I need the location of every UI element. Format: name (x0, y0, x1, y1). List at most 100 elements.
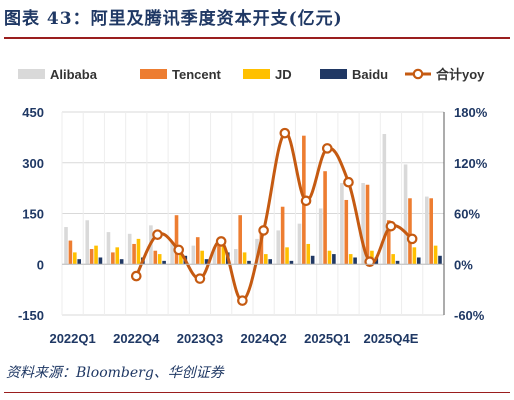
legend-label: Alibaba (50, 67, 98, 82)
bar-tencent-2026Q1E (408, 198, 412, 265)
bar-alibaba-2025Q4E (382, 133, 387, 265)
yoy-point-2024Q3 (279, 127, 291, 139)
legend-item-baidu: Baidu (320, 67, 388, 82)
combo-chart: Alibaba Tencent JD Baidu 合计yoy -150 0 150 300 45… (18, 67, 488, 346)
bar-tencent-2022Q2 (89, 249, 94, 265)
x-tick-label: 2022Q4 (113, 331, 160, 346)
bar-jd-2024Q3 (285, 247, 289, 265)
bar-baidu-2024Q1 (247, 260, 251, 265)
yoy-line-path (134, 131, 414, 303)
legend-item-jd: JD (243, 67, 292, 82)
bar-alibaba-2024Q2 (255, 238, 259, 265)
bar-alibaba-2026Q1E (403, 164, 408, 265)
bar-alibaba-2024Q1 (233, 249, 238, 265)
bar-jd-2023Q3 (200, 250, 204, 265)
bar-alibaba-2022Q4 (127, 233, 132, 265)
legend-swatch (18, 69, 45, 79)
legend-marker-swatch (412, 68, 424, 80)
y-left-tick-label: -150 (18, 308, 44, 323)
legend-swatch (320, 69, 347, 79)
x-tick-label: 2025Q1 (304, 331, 350, 346)
bar-tencent-2022Q3 (111, 252, 115, 265)
bar-tencent-2022Q1 (68, 240, 73, 265)
bar-alibaba-2025Q2 (340, 183, 344, 265)
bar-tencent-2025Q3 (365, 184, 370, 265)
bar-jd-2022Q2 (94, 245, 98, 265)
bar-jd-2026Q2E (433, 245, 438, 265)
x-tick-label: 2022Q1 (49, 331, 95, 346)
bar-alibaba-2026Q2E (424, 196, 429, 265)
bar-alibaba-2023Q4 (212, 247, 217, 265)
bar-tencent-2023Q3 (195, 237, 200, 265)
bar-baidu-2026Q1E (416, 257, 421, 265)
y-right-tick-label: 0% (454, 257, 473, 272)
yoy-point-2023Q2 (173, 244, 185, 256)
legend-item-合计yoy: 合计yoy (405, 67, 485, 82)
y-right-tick-label: -60% (454, 308, 485, 323)
yoy-point-2024Q1 (237, 295, 248, 306)
bar-baidu-2024Q3 (289, 260, 294, 265)
bar-tencent-2025Q1 (323, 171, 327, 265)
bar-tencent-2023Q1 (153, 250, 158, 265)
legend-item-tencent: Tencent (140, 67, 222, 82)
x-tick-label: 2025Q4E (363, 331, 418, 346)
bar-baidu-2023Q1 (162, 260, 166, 265)
x-tick-label: 2023Q3 (177, 331, 223, 346)
bar-alibaba-2025Q1 (318, 208, 323, 265)
bar-jd-2022Q4 (136, 238, 141, 265)
bar-alibaba-2022Q3 (106, 232, 111, 265)
bar-tencent-2024Q3 (280, 206, 285, 265)
bar-jd-2023Q1 (157, 254, 162, 265)
yoy-point-2025Q4E (385, 220, 397, 232)
y-right-tick-label: 120% (454, 156, 488, 171)
yoy-point-2024Q4 (300, 195, 312, 207)
bar-jd-2025Q2 (348, 254, 353, 265)
bar-alibaba-2022Q2 (85, 220, 90, 265)
yoy-point-2023Q1 (152, 229, 163, 240)
bar-alibaba-2024Q4 (297, 223, 302, 265)
yoy-point-2025Q1 (321, 143, 333, 154)
legend-label: 合计yoy (436, 67, 485, 82)
legend-label: Tencent (172, 67, 222, 82)
bar-tencent-2023Q4 (217, 238, 221, 265)
bar-baidu-2023Q3 (204, 259, 209, 265)
y-right-tick-label: 60% (454, 207, 480, 222)
bar-alibaba-2023Q2 (170, 242, 174, 265)
chart-axes: -150 0 150 300 450 -60% 0% 60% 120% 180% 2022Q1 202… (18, 105, 488, 346)
bar-baidu-2022Q3 (119, 259, 124, 265)
bar-jd-2024Q4 (306, 243, 311, 265)
bar-jd-2024Q2 (264, 254, 268, 265)
bar-baidu-2025Q4E (395, 260, 400, 265)
bar-alibaba-2023Q3 (191, 245, 196, 265)
legend-label: Baidu (352, 67, 388, 82)
legend-swatch (243, 69, 270, 79)
chart-grid (61, 111, 445, 316)
yoy-point-2026Q1E (406, 233, 418, 245)
bar-baidu-2022Q1 (77, 259, 82, 265)
bar-tencent-2023Q2 (174, 215, 179, 265)
bar-jd-2023Q4 (221, 240, 226, 265)
bar-tencent-2025Q4E (386, 220, 391, 265)
bar-jd-2024Q1 (242, 252, 247, 265)
bar-baidu-2024Q4 (310, 255, 315, 265)
bottom-divider (4, 392, 510, 393)
title-divider (4, 37, 510, 39)
yoy-point-2024Q2 (258, 225, 269, 236)
bar-jd-2025Q4E (391, 254, 395, 265)
y-left-tick-label: 150 (22, 207, 44, 222)
bar-jd-2022Q3 (115, 247, 120, 265)
bar-tencent-2024Q2 (259, 233, 264, 265)
y-left-tick-label: 300 (22, 156, 44, 171)
bar-tencent-2022Q4 (132, 243, 136, 265)
bar-alibaba-2024Q3 (276, 230, 281, 265)
yoy-point-2023Q3 (194, 273, 206, 284)
chart-title: 图表 43：阿里及腾讯季度资本开支(亿元) (4, 9, 343, 29)
yoy-point-2023Q4 (215, 236, 227, 247)
x-tick-label: 2024Q2 (240, 331, 286, 346)
bar-baidu-2024Q2 (268, 259, 273, 265)
y-left-tick-label: 0 (37, 257, 44, 272)
bar-jd-2025Q1 (327, 250, 332, 265)
y-left-tick-label: 450 (22, 105, 44, 120)
bar-tencent-2026Q2E (429, 198, 433, 265)
y-right-tick-label: 180% (454, 105, 488, 120)
